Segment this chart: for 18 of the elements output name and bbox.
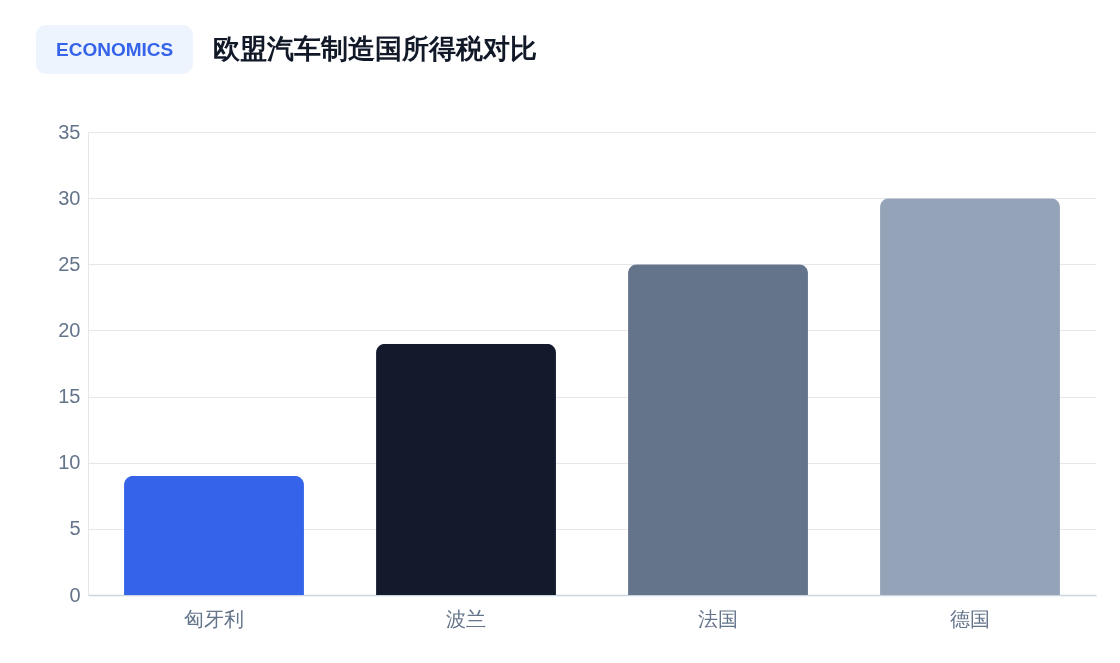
x-tick-label: 德国: [950, 607, 990, 630]
chart-title: 欧盟汽车制造国所得税对比: [213, 33, 538, 66]
y-tick-label: 5: [69, 517, 81, 540]
x-tick-label: 匈牙利: [184, 607, 244, 630]
x-tick-label: 波兰: [446, 607, 486, 630]
chart-subtitle: ECONOMICS: [36, 24, 194, 74]
bar: [124, 475, 304, 595]
y-tick-label: 10: [58, 451, 81, 474]
y-tick-label: 15: [58, 385, 81, 408]
y-tick-label: 25: [58, 252, 81, 275]
bar: [628, 264, 808, 595]
y-tick-label: 30: [58, 186, 81, 209]
x-tick-label: 法国: [698, 607, 738, 630]
y-tick-label: 35: [58, 120, 81, 143]
y-tick-label: 20: [58, 318, 81, 341]
bar: [880, 198, 1060, 595]
y-tick-label: 0: [69, 583, 81, 606]
bar: [376, 343, 556, 595]
